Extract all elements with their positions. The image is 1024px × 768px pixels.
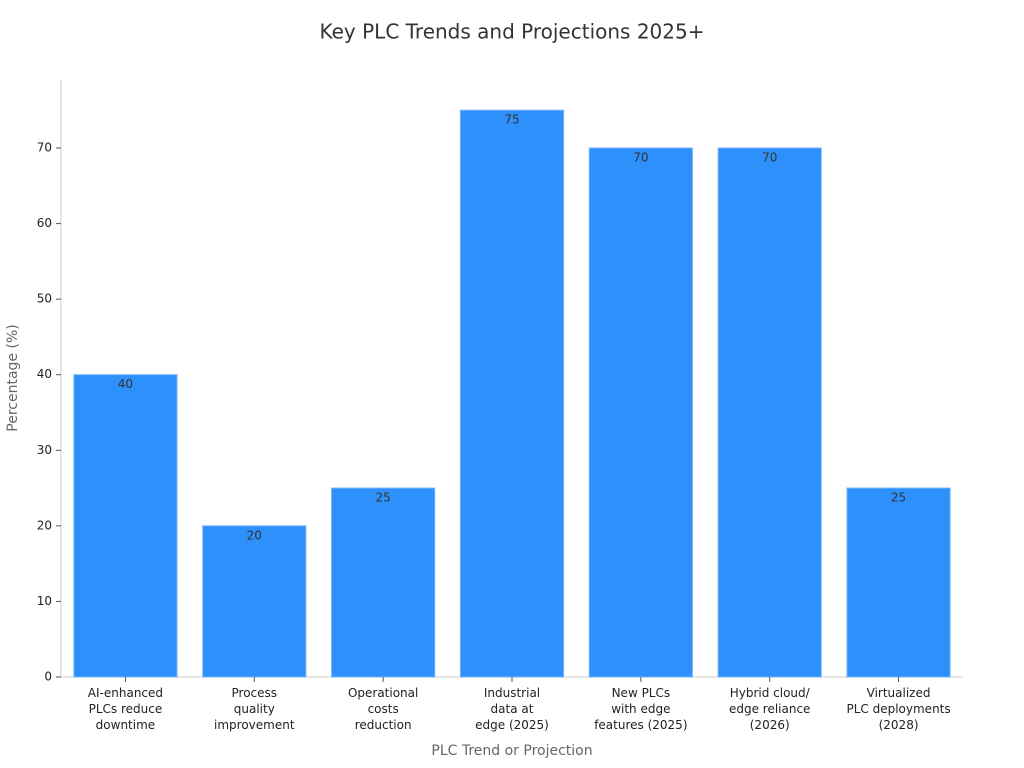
value-label: 25 <box>376 491 391 505</box>
x-tick-label-line: data at <box>491 702 534 716</box>
chart-title: Key PLC Trends and Projections 2025+ <box>320 20 705 44</box>
x-tick-label-line: Virtualized <box>867 686 931 700</box>
y-tick-label: 70 <box>37 141 52 155</box>
x-axis-label: PLC Trend or Projection <box>431 743 592 759</box>
value-label: 40 <box>118 377 133 391</box>
bar <box>331 487 436 678</box>
value-label: 75 <box>504 113 519 127</box>
x-tick-label-line: with edge <box>611 702 670 716</box>
bar <box>202 525 307 678</box>
x-tick-label-line: AI-enhanced <box>88 686 163 700</box>
bar <box>846 487 951 678</box>
x-tick-label-line: improvement <box>214 718 295 732</box>
x-tick-label-line: Industrial <box>484 686 540 700</box>
bar <box>73 374 178 678</box>
x-tick-label-line: Operational <box>348 686 418 700</box>
y-tick-label: 20 <box>37 518 52 532</box>
x-tick-label: Industrial data at edge (2025) <box>475 686 549 732</box>
value-label: 20 <box>247 528 262 542</box>
x-tick-label-line: features (2025) <box>594 718 687 732</box>
x-tick-label: Operational costs reduction <box>348 686 418 732</box>
y-tick-label: 50 <box>37 292 52 306</box>
x-tick-label: Process quality improvement <box>214 686 295 732</box>
bar <box>717 147 822 678</box>
x-tick-label-line: (2026) <box>750 718 790 732</box>
x-tick-label-line: Process <box>232 686 278 700</box>
y-tick-label: 30 <box>37 443 52 457</box>
x-tick-label-line: Hybrid cloud/ <box>730 686 811 700</box>
x-tick-label-line: (2028) <box>879 718 919 732</box>
y-tick-label: 60 <box>37 216 52 230</box>
bar <box>588 147 693 678</box>
x-tick-label-line: edge reliance <box>729 702 810 716</box>
value-label: 70 <box>762 151 777 165</box>
value-label: 25 <box>891 491 906 505</box>
y-axis-label: Percentage (%) <box>5 324 21 431</box>
x-tick-label: New PLCs with edge features (2025) <box>594 686 687 732</box>
value-label: 70 <box>633 151 648 165</box>
x-tick-label-line: PLCs reduce <box>89 702 163 716</box>
x-tick-label: AI-enhanced PLCs reduce downtime <box>88 686 163 732</box>
x-tick-label-line: downtime <box>96 718 156 732</box>
y-tick-label: 10 <box>37 594 52 608</box>
x-tick-label-line: New PLCs <box>612 686 671 700</box>
x-tick-label-line: PLC deployments <box>846 702 950 716</box>
x-tick-label: Virtualized PLC deployments (2028) <box>846 686 950 732</box>
x-tick-label: Hybrid cloud/edge reliance (2026) <box>729 686 811 732</box>
x-tick-label-line: quality <box>234 702 275 716</box>
x-tick-label-line: costs <box>368 702 399 716</box>
x-tick-label-line: reduction <box>355 718 412 732</box>
x-tick-label-line: edge (2025) <box>475 718 549 732</box>
y-tick-label: 40 <box>37 367 52 381</box>
y-tick-label: 0 <box>44 670 52 684</box>
bar <box>459 109 565 678</box>
